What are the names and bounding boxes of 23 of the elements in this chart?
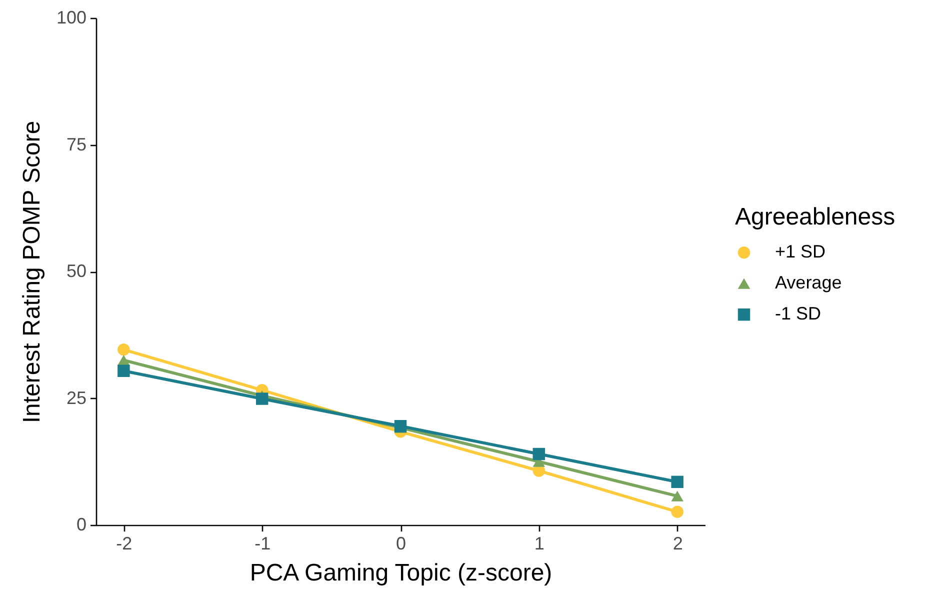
point bbox=[256, 392, 268, 405]
point bbox=[671, 506, 684, 518]
y-tick-label: 75 bbox=[66, 134, 86, 154]
legend-label: +1 SD bbox=[775, 242, 826, 262]
point bbox=[532, 448, 546, 460]
y-tick-label: 0 bbox=[76, 514, 86, 534]
x-tick-label: -1 bbox=[254, 534, 271, 554]
y-tick-label: 25 bbox=[66, 388, 86, 408]
legend-label: Average bbox=[775, 272, 842, 293]
x-tick-label: -2 bbox=[116, 534, 132, 554]
x-axis-title: PCA Gaming Topic (z-score) bbox=[250, 560, 552, 586]
legend-title: Agreeableness bbox=[735, 204, 896, 231]
point bbox=[671, 476, 684, 488]
x-tick-label: 2 bbox=[672, 534, 683, 554]
y-tick-label: 50 bbox=[66, 261, 86, 281]
y-tick-label: 100 bbox=[56, 8, 86, 28]
y-axis-title: Interest Rating POMP Score bbox=[18, 120, 46, 424]
x-tick-label: 0 bbox=[396, 534, 406, 554]
legend-label: -1 SD bbox=[775, 304, 822, 324]
point bbox=[118, 343, 130, 356]
x-tick-label: 1 bbox=[534, 534, 544, 554]
point bbox=[671, 490, 684, 502]
point bbox=[118, 364, 130, 377]
